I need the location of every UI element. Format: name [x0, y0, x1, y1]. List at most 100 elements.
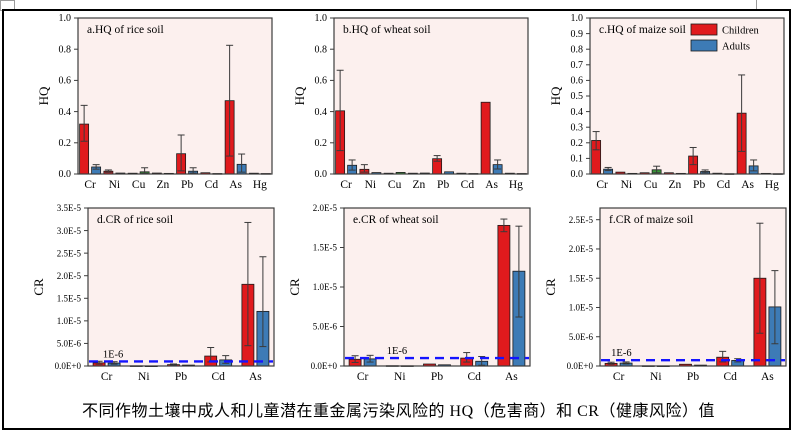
chart-title: b.HQ of wheat soil: [343, 24, 431, 36]
y-tick-label: 2.0E-5: [569, 244, 594, 254]
category-label: Cd: [211, 371, 225, 383]
chart-hq-maize-soil: 0.0 0.1 0.2 0.3 0.4 0.5 0.6 0.7 0.8 0.9 1.0 Cr Ni Cu Z…: [548, 13, 785, 191]
category-label: As: [761, 371, 774, 383]
y-axis-label: HQ: [548, 86, 563, 105]
y-tick-label: 3.5E-5: [57, 203, 82, 213]
category-label: Pb: [431, 371, 443, 383]
category-label: Ni: [109, 179, 121, 191]
category-label: Cr: [357, 371, 369, 383]
category-label: As: [505, 371, 518, 383]
plot-frame: [87, 207, 275, 367]
y-tick-label: 0.6: [59, 76, 72, 87]
y-tick-label: 0.0E+0: [567, 361, 594, 371]
category-label: Cr: [613, 371, 625, 383]
y-tick-label: 0.4: [59, 107, 72, 118]
y-tick-label: 2.5E-5: [569, 215, 594, 225]
chart-hq-rice-soil: 0.0 0.2 0.4 0.6 0.8 1.0 Cr Ni Cu Zn Pb Cd As Hg a.HQ o…: [36, 13, 273, 191]
y-axis-label: CR: [288, 278, 302, 296]
y-tick-label: 0.8: [59, 44, 72, 55]
y-tick-label: 1.0E-5: [569, 303, 594, 313]
category-label: Ni: [394, 371, 406, 383]
category-label: Cr: [101, 371, 113, 383]
y-axis-label: HQ: [36, 86, 51, 105]
plot-frame: [343, 207, 531, 367]
category-label: Hg: [765, 179, 779, 191]
category-label: Pb: [175, 371, 187, 383]
y-tick-label: 5.0E-6: [57, 339, 82, 349]
y-tick-label: 0.8: [315, 44, 328, 55]
y-tick-label: 0.4: [571, 107, 584, 118]
category-label: Zn: [668, 179, 681, 191]
category-label: Cr: [84, 179, 96, 191]
bar-children: [480, 101, 491, 175]
y-tick-label: 0.3: [571, 122, 584, 133]
y-tick-label: 5.0E-6: [569, 332, 594, 342]
category-label: Cd: [723, 371, 737, 383]
plot-frame: [333, 17, 529, 175]
reference-line-label: 1E-6: [611, 348, 631, 359]
plot-area: [78, 18, 272, 174]
y-axis-label: CR: [544, 278, 558, 296]
category-label: Hg: [253, 179, 267, 191]
y-tick-label: 2.5E-5: [57, 248, 82, 258]
category-label: Ni: [365, 179, 377, 191]
y-tick-label: 0.0: [571, 169, 584, 180]
category-label: Ni: [138, 371, 150, 383]
figure-caption: 不同作物土壤中成人和儿童潜在重金属污染风险的 HQ（危害商）和 CR（健康风险）…: [82, 403, 715, 420]
category-label: Pb: [181, 179, 193, 191]
plot-frame: [589, 17, 785, 175]
y-tick-label: 0.1: [571, 154, 584, 165]
y-tick-label: 1.5E-5: [57, 293, 82, 303]
category-label: As: [249, 371, 262, 383]
legend-label: Children: [722, 26, 759, 37]
y-tick-label: 2.0E-5: [57, 271, 82, 281]
bar-children: [497, 224, 511, 367]
y-tick-label: 0.0: [59, 169, 72, 180]
category-label: As: [741, 179, 754, 191]
category-label: Pb: [693, 179, 705, 191]
y-tick-label: 0.4: [315, 107, 328, 118]
plot-area: [334, 18, 528, 174]
category-label: Zn: [156, 179, 169, 191]
y-tick-label: 0.6: [315, 76, 328, 87]
chart-title: a.HQ of rice soil: [87, 24, 164, 36]
category-label: Cd: [717, 179, 731, 191]
legend-swatch: [690, 23, 718, 36]
category-label: Pb: [687, 371, 699, 383]
category-label: Hg: [509, 179, 523, 191]
legend-label: Adults: [722, 42, 750, 53]
category-label: Cd: [205, 179, 219, 191]
category-label: Zn: [412, 179, 425, 191]
chart-cr-rice-soil: 0.0E+0 5.0E-6 1.0E-5 1.5E-5 2.0E-5 2.5E-5 3.0E…: [32, 203, 275, 383]
chart-title: c.HQ of maize soil: [599, 24, 686, 36]
y-tick-label: 1.5E-5: [313, 243, 338, 253]
y-tick-label: 5.0E-6: [313, 322, 338, 332]
y-tick-label: 1.0: [571, 13, 584, 24]
category-label: As: [229, 179, 242, 191]
y-tick-label: 0.0E+0: [55, 361, 82, 371]
chart-cr-wheat-soil: 0.0E+0 5.0E-6 1.0E-5 1.5E-5 2.0E-5 Cr Ni Pb Cd As…: [288, 203, 531, 383]
y-tick-label: 0.6: [571, 76, 584, 87]
y-tick-label: 1.0: [315, 13, 328, 24]
category-label: As: [485, 179, 498, 191]
plot-frame: [77, 17, 273, 175]
y-tick-label: 1.0E-5: [57, 316, 82, 326]
category-label: Ni: [621, 179, 633, 191]
chart-title: d.CR of rice soil: [97, 214, 173, 226]
chart-title: e.CR of wheat soil: [353, 214, 439, 226]
y-tick-label: 0.7: [571, 60, 584, 71]
y-tick-label: 0.8: [571, 44, 584, 55]
y-tick-label: 2.0E-5: [313, 203, 338, 213]
category-label: Cd: [461, 179, 475, 191]
chart-title: f.CR of maize soil: [609, 214, 693, 226]
y-tick-label: 3.0E-5: [57, 226, 82, 236]
y-axis-label: HQ: [292, 86, 307, 105]
reference-line-label: 1E-6: [387, 346, 407, 357]
y-tick-label: 1.0E-5: [313, 282, 338, 292]
y-tick-label: 0.2: [59, 138, 72, 149]
category-label: Pb: [437, 179, 449, 191]
category-label: Cd: [467, 371, 481, 383]
y-tick-label: 0.5: [571, 91, 584, 102]
y-tick-label: 0.0: [315, 169, 328, 180]
